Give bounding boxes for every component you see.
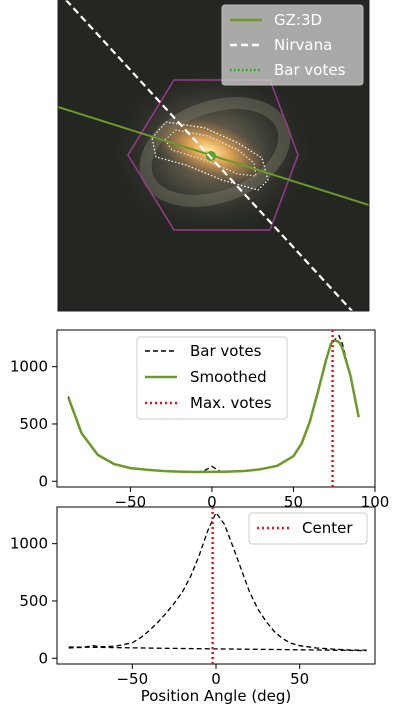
chart1-ytick-label: 1000 (10, 535, 48, 553)
galaxy-image-panel: GZ:3D Nirvana Bar votes (57, 0, 370, 312)
legend-smoothed: Smoothed (190, 368, 267, 386)
chart0-series-1-line (67, 338, 360, 474)
chart0-ytick-label: 500 (19, 415, 48, 433)
chart0-ytick-label: 1000 (10, 358, 48, 376)
legend-max-votes: Max. votes (190, 394, 272, 412)
image-legend: GZ:3D Nirvana Bar votes (221, 4, 364, 86)
legend-center: Center (302, 519, 353, 537)
galaxy-arm-outer (139, 97, 291, 207)
legend-bar-votes: Bar votes (190, 342, 262, 360)
chart0-legend: Bar votes Smoothed Max. votes (136, 336, 288, 420)
chart0-frame (56, 329, 376, 488)
chart1-ytick-label: 0 (38, 649, 48, 667)
chart1-series-1-line (68, 646, 367, 652)
legend-gz3d-label: GZ:3D (274, 11, 322, 29)
chart1-xtick-label: 0 (211, 670, 221, 688)
legend-bar-votes-label: Bar votes (274, 61, 346, 79)
galaxy-core (152, 116, 268, 184)
chart0-xtick-label: 50 (284, 493, 303, 511)
chart0-ytick-label: 0 (38, 472, 48, 490)
chart0-xtick-label: 0 (207, 493, 217, 511)
chart1-ytick-label: 500 (19, 592, 48, 610)
chart1-xtick-label: 50 (290, 670, 309, 688)
chart0-xtick-label: −50 (115, 493, 147, 511)
legend-nirvana-label: Nirvana (274, 36, 332, 54)
chart1-xtick-label: −50 (116, 670, 148, 688)
chart1-legend: Center (248, 512, 368, 545)
bar-votes-contour-outer (151, 121, 269, 191)
nirvana-line (65, 0, 353, 311)
x-axis-label: Position Angle (deg) (141, 687, 292, 705)
gz3d-center-dot (206, 151, 216, 161)
chart1-series-0-line (68, 511, 367, 651)
